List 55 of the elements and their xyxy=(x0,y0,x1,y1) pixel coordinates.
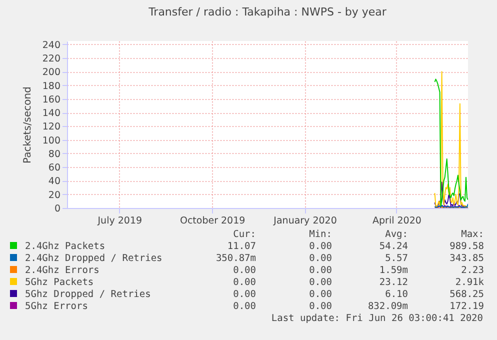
legend-label: 2.4Ghz Packets xyxy=(24,241,106,253)
x-tick-label: July 2019 xyxy=(96,216,142,226)
text: Min: xyxy=(308,229,332,241)
y-tick-label: 240 xyxy=(42,40,60,51)
y-tick-label: 60 xyxy=(48,162,60,174)
text: Max: xyxy=(460,229,484,241)
text: 0.00 xyxy=(232,301,256,313)
text: 0.00 xyxy=(308,253,332,265)
text: 989.58 xyxy=(448,241,484,253)
y-tick-label: 0 xyxy=(54,204,60,214)
text: 6.10 xyxy=(384,289,408,301)
text: 0.00 xyxy=(308,265,332,277)
line-series xyxy=(434,182,468,208)
text: 2.23 xyxy=(460,265,484,277)
text: Last update: Fri Jun 26 03:00:41 2020 xyxy=(271,313,483,324)
y-tick-label: 160 xyxy=(42,94,60,106)
text: 350.87m xyxy=(214,253,256,265)
y-tick-label: 100 xyxy=(42,135,60,146)
y-tick-label: 220 xyxy=(42,54,60,65)
x-tick-label: October 2019 xyxy=(180,216,246,226)
text: Cur: xyxy=(232,229,256,241)
y-tick-label: 40 xyxy=(48,176,60,188)
text: 0.00 xyxy=(308,301,332,313)
legend-label: 2.4Ghz Errors xyxy=(24,265,100,277)
x-tick-label: April 2020 xyxy=(372,216,422,226)
y-tick-label: 180 xyxy=(42,80,60,92)
text: 1.59m xyxy=(378,265,408,277)
text: 5.57 xyxy=(384,253,408,265)
text: 343.85 xyxy=(448,253,484,265)
text: 172.19 xyxy=(448,301,484,313)
text: Avg: xyxy=(384,229,408,241)
text: 0.00 xyxy=(308,289,332,301)
y-tick-label: 120 xyxy=(42,122,60,133)
text: 0.00 xyxy=(232,289,256,301)
y-tick-label: 80 xyxy=(48,148,60,160)
text: 0.00 xyxy=(232,265,256,277)
text: 0.00 xyxy=(232,277,256,289)
y-tick-label: 20 xyxy=(48,190,60,201)
text: 54.24 xyxy=(378,241,408,253)
text: 568.25 xyxy=(448,289,484,301)
text: 0.00 xyxy=(308,241,332,253)
text: 23.12 xyxy=(378,277,408,289)
text: 2.91k xyxy=(454,277,484,289)
text: 11.07 xyxy=(226,241,256,253)
legend-label: 5Ghz Errors xyxy=(24,301,89,313)
chart-title: Transfer / radio : Takapiha : NWPS - by year xyxy=(148,5,387,18)
text: 0.00 xyxy=(308,277,332,289)
text: 832.09m xyxy=(366,301,408,313)
y-tick-label: 140 xyxy=(42,108,60,120)
legend-label: 5Ghz Dropped / Retries xyxy=(24,289,152,301)
legend-label: 2.4Ghz Dropped / Retries xyxy=(24,253,164,265)
y-axis-title: Packets/second xyxy=(22,86,34,164)
legend-label: 5Ghz Packets xyxy=(24,277,95,289)
y-tick-label: 200 xyxy=(42,67,60,78)
x-tick-label: January 2020 xyxy=(272,216,337,226)
